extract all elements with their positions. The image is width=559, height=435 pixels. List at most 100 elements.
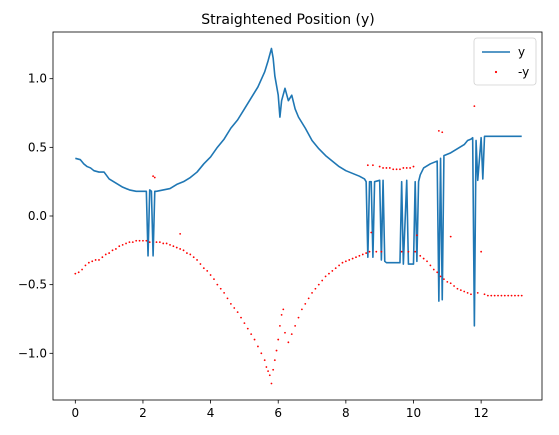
scatter-point (466, 292, 469, 294)
scatter-point (209, 274, 212, 276)
scatter-point (118, 245, 121, 248)
scatter-point (162, 242, 165, 245)
scatter-point (409, 167, 412, 169)
scatter-point (480, 250, 483, 253)
scatter-point (443, 278, 445, 281)
scatter-point (233, 307, 236, 309)
x-tick-label: 8 (342, 406, 350, 420)
scatter-point (453, 285, 455, 287)
scatter-point (77, 271, 80, 274)
scatter-point (370, 231, 373, 234)
scatter-point (263, 359, 266, 362)
y-tick-label: −1.0 (18, 346, 47, 360)
scatter-point (473, 105, 476, 108)
scatter-point (287, 341, 290, 344)
scatter-point (358, 254, 361, 257)
scatter-point (412, 165, 415, 168)
scatter-point (267, 370, 269, 373)
scatter-point (257, 345, 259, 348)
plot-area (52, 31, 543, 401)
scatter-point (510, 294, 513, 297)
scatter-point (380, 250, 383, 253)
scatter-point (385, 167, 388, 169)
scatter-point (399, 168, 401, 171)
scatter-point (135, 239, 138, 242)
scatter-point (415, 234, 418, 237)
scatter-point (405, 167, 408, 169)
scatter-point (459, 289, 462, 292)
scatter-point (81, 268, 83, 271)
y-tick-label: 0.0 (28, 209, 47, 223)
scatter-point (402, 167, 405, 169)
scatter-point (155, 241, 158, 243)
scatter-point (334, 267, 337, 270)
scatter-point (229, 302, 232, 305)
scatter-point (290, 333, 293, 335)
scatter-point (341, 261, 344, 264)
scatter-point (503, 294, 506, 297)
scatter-point (279, 324, 281, 327)
scatter-point (422, 257, 425, 260)
y-tick-label: −0.5 (18, 278, 47, 292)
scatter-point (115, 248, 117, 250)
scatter-point (321, 279, 324, 282)
scatter-point (314, 287, 317, 290)
scatter-point (429, 264, 432, 267)
scatter-point (192, 256, 195, 259)
scatter-point (179, 248, 182, 250)
scatter-point (437, 129, 440, 132)
scatter-point (131, 241, 134, 243)
scatter-point (331, 270, 334, 272)
scatter-point (436, 271, 439, 274)
scatter-point (517, 294, 520, 297)
legend-label: -y (518, 65, 529, 79)
x-tick-label: 0 (71, 406, 79, 420)
scatter-point (432, 268, 435, 271)
scatter-point (108, 252, 111, 254)
scatter-point (104, 253, 107, 256)
scatter-point (219, 287, 222, 290)
scatter-point (483, 293, 486, 296)
scatter-point (275, 349, 278, 352)
scatter-point (317, 283, 320, 286)
scatter-point (111, 249, 114, 252)
scatter-point (158, 241, 161, 243)
scatter-point (520, 294, 523, 297)
scatter-point (301, 308, 303, 311)
scatter-point (260, 352, 263, 355)
scatter-point (294, 324, 297, 327)
scatter-point (348, 259, 351, 261)
scatter-point (98, 259, 100, 261)
scatter-point (328, 272, 330, 275)
scatter-point (514, 294, 516, 297)
scatter-point (125, 242, 127, 245)
scatter-point (273, 359, 276, 362)
scatter-point (361, 253, 364, 256)
scatter-point (250, 333, 253, 335)
scatter-point (84, 264, 87, 267)
x-tick-label: 4 (207, 406, 215, 420)
scatter-point (148, 241, 151, 243)
scatter-point (172, 245, 175, 248)
x-tick-label: 10 (406, 406, 421, 420)
legend-box (473, 37, 537, 86)
scatter-point (142, 239, 144, 242)
scatter-point (355, 256, 357, 259)
scatter-point (121, 243, 124, 246)
scatter-point (407, 250, 410, 253)
scatter-point (311, 292, 313, 294)
scatter-point (272, 368, 275, 371)
y-tick-label: 1.0 (28, 72, 47, 86)
scatter-point (497, 294, 499, 297)
scatter-point (246, 327, 249, 330)
scatter-point (186, 252, 188, 254)
scatter-point (277, 338, 280, 341)
scatter-point (507, 294, 510, 297)
scatter-point (152, 175, 155, 178)
scatter-point (304, 302, 307, 305)
scatter-point (441, 131, 444, 134)
scatter-point (216, 283, 219, 286)
scatter-point (344, 260, 347, 263)
scatter-point (189, 253, 192, 256)
